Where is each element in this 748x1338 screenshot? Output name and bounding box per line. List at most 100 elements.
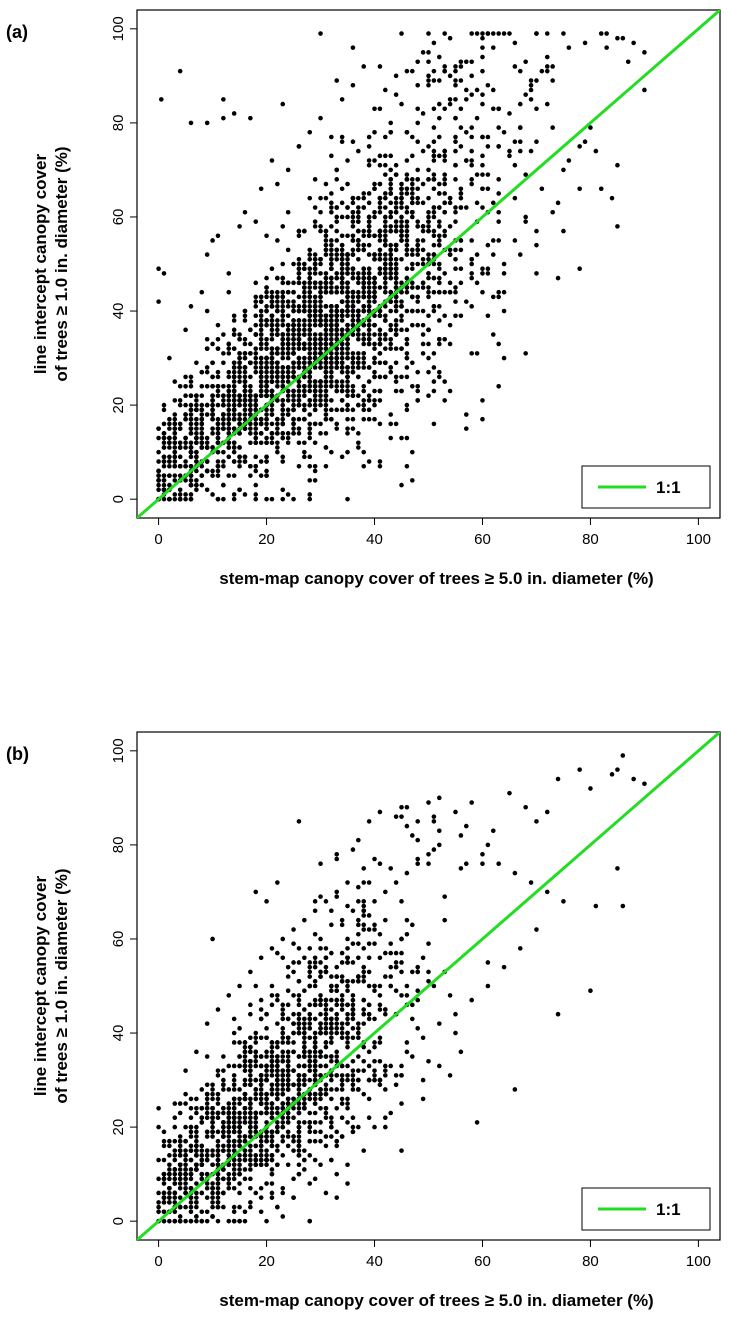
data-point [302,318,307,323]
data-point [242,1063,248,1069]
data-point [177,1167,183,1172]
data-point [312,931,318,937]
data-point [361,351,367,356]
data-point [436,795,442,801]
data-point [496,191,501,196]
data-point [237,369,242,375]
data-point [307,421,313,427]
data-point [258,393,264,399]
data-point [350,233,356,239]
data-point [199,431,205,436]
data-point [242,369,248,375]
data-point [393,299,399,304]
data-point [183,1091,188,1097]
data-point [393,271,399,276]
data-point [172,1153,178,1158]
data-point [280,379,286,384]
data-point [334,308,340,314]
data-point [248,407,253,413]
data-point [269,1058,275,1064]
data-point [377,256,383,262]
data-point [345,983,350,989]
data-point [302,1063,307,1069]
data-point [231,1143,237,1149]
data-point [334,1011,340,1017]
data-point [210,416,215,422]
data-point [242,336,248,342]
data-point [204,468,210,474]
data-point [307,1016,313,1022]
data-point [183,1157,188,1163]
data-point [307,252,313,257]
data-point [393,261,399,267]
data-point [312,1016,318,1022]
data-point [237,431,242,436]
data-point [161,421,167,427]
data-point [258,327,264,333]
data-point [377,360,383,366]
data-point [183,440,188,446]
data-point [361,271,367,276]
data-point [404,993,410,998]
data-point [534,139,539,145]
data-point [248,388,253,394]
data-point [426,369,431,375]
data-point [275,327,280,333]
data-point [275,1021,280,1026]
data-point [323,369,329,375]
data-point [356,393,361,399]
data-point [377,181,383,187]
data-point [480,266,485,272]
data-point [323,1134,329,1139]
data-point [453,78,458,83]
data-point [377,228,383,234]
data-point [334,346,340,351]
data-point [356,1124,361,1130]
data-point [415,186,421,192]
data-point [323,1044,329,1050]
data-point [388,289,394,295]
data-point [555,200,561,206]
data-point [318,393,323,399]
data-point [339,398,345,403]
data-point [426,327,431,333]
data-point [156,426,161,431]
data-point [410,294,415,300]
x-tick-label: 0 [154,531,162,548]
data-point [453,177,458,182]
data-point [388,336,394,342]
data-point [458,280,464,286]
data-point [253,454,259,460]
data-point [436,336,442,342]
data-point [388,266,394,272]
data-point [248,1153,253,1158]
data-point [447,341,453,347]
data-point [264,1157,269,1163]
data-point [442,228,447,234]
data-point [334,365,340,370]
data-point [436,266,442,272]
data-point [323,318,329,323]
data-point [285,974,291,979]
data-point [285,327,291,333]
data-point [280,365,286,370]
data-point [280,332,286,337]
data-point [399,280,404,286]
data-point [334,78,340,83]
data-point [404,242,410,248]
data-point [345,355,350,361]
data-point [523,351,528,356]
data-point [329,365,334,370]
data-point [512,238,518,243]
data-point [410,969,415,975]
data-point [329,416,334,422]
data-point [345,1021,350,1026]
data-point [350,139,356,145]
data-point [237,1063,242,1069]
data-point [318,318,323,323]
data-point [269,431,275,436]
data-point [264,1138,269,1144]
data-point [415,238,421,243]
data-point [248,1002,253,1008]
data-point [350,388,356,394]
